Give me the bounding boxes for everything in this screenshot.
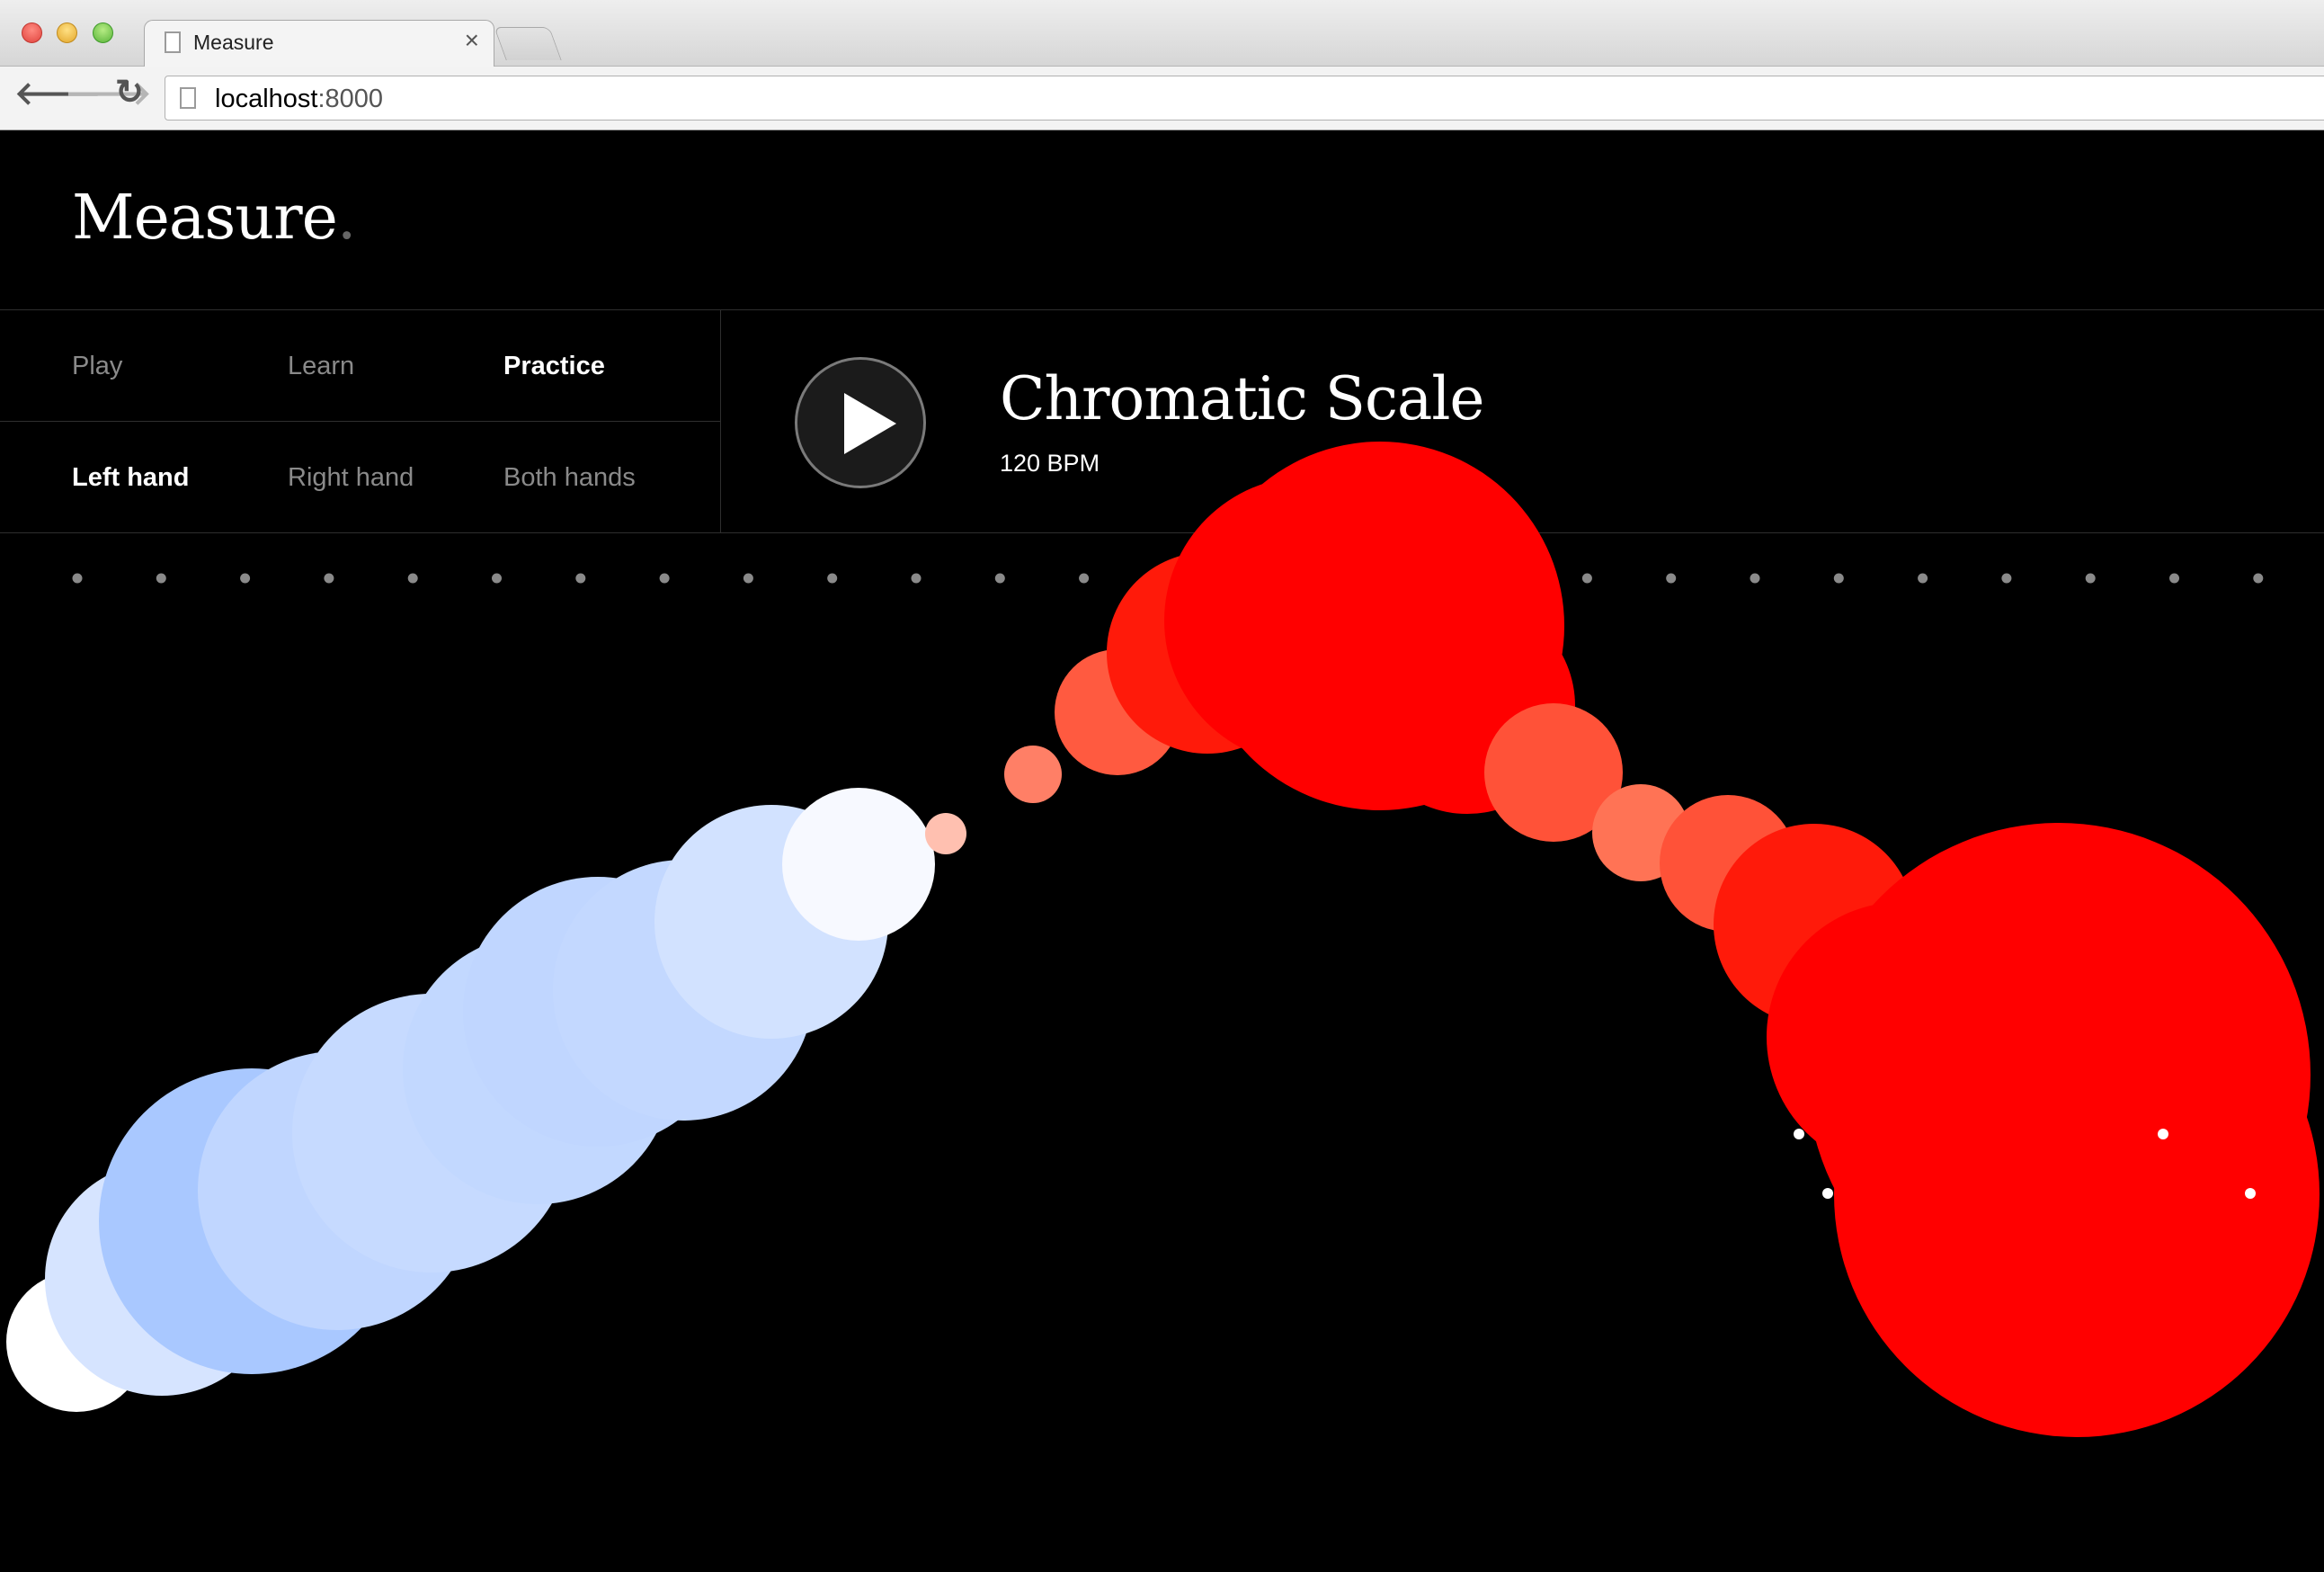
note-bubble — [782, 788, 935, 941]
window-close-icon[interactable] — [22, 22, 42, 43]
play-button[interactable] — [795, 357, 926, 488]
beat-marker — [1833, 573, 1844, 584]
reload-icon[interactable]: ↻ — [115, 74, 144, 112]
logo-text: Measure — [72, 183, 338, 254]
back-arrow-icon[interactable]: 🡐 — [14, 75, 102, 112]
beat-marker — [1079, 573, 1090, 584]
beat-marker — [1750, 573, 1760, 584]
beat-marker — [2253, 573, 2264, 584]
note-bubble — [1004, 746, 1062, 803]
tab-practice[interactable]: Practice — [503, 352, 605, 380]
tab-title: Measure — [193, 31, 274, 54]
beat-marker — [827, 573, 838, 584]
beat-marker — [1918, 573, 1928, 584]
beat-marker — [2001, 573, 2012, 584]
beat-marker — [575, 573, 586, 584]
tab-both-hands[interactable]: Both hands — [503, 463, 636, 492]
header-divider — [0, 309, 2324, 310]
beat-marker — [2169, 573, 2179, 584]
note-bubble — [1807, 823, 2311, 1326]
note-bubbles — [6, 442, 2320, 1437]
beat-marker — [1581, 573, 1592, 584]
beat-marker — [1666, 573, 1677, 584]
nav-divider — [0, 421, 720, 422]
title-bar: Measure × — [0, 0, 2324, 67]
url-text[interactable]: localhost:8000 — [215, 85, 383, 114]
url-port: :8000 — [317, 85, 384, 113]
measure-app: Measure. Play Learn Practice Left hand R… — [0, 130, 2324, 1572]
controls-divider — [0, 532, 2324, 533]
timing-visualization — [6, 442, 2320, 1437]
beat-marker — [2085, 573, 2096, 584]
beat-marker — [240, 573, 251, 584]
app-logo[interactable]: Measure. — [72, 183, 357, 254]
tab-play[interactable]: Play — [72, 352, 123, 380]
beat-marker — [72, 573, 83, 584]
url-host: localhost — [215, 85, 318, 113]
beat-marker — [994, 573, 1005, 584]
note-bubble — [1164, 477, 1452, 764]
hand-marker-dot — [1822, 1188, 1833, 1199]
browser-tab[interactable]: Measure × — [144, 20, 494, 67]
tab-left-hand[interactable]: Left hand — [72, 463, 190, 492]
new-tab-button[interactable] — [494, 27, 562, 60]
panel-divider — [720, 309, 721, 532]
tab-learn[interactable]: Learn — [288, 352, 355, 380]
beat-marker — [743, 573, 753, 584]
beat-marker — [156, 573, 166, 584]
window-minimize-icon[interactable] — [57, 22, 77, 43]
piece-title: Chromatic Scale — [1000, 364, 1484, 433]
hand-marker-dot — [2245, 1188, 2256, 1199]
page-icon — [180, 87, 196, 109]
note-bubble — [925, 813, 966, 854]
hand-marker-dot — [2158, 1129, 2168, 1139]
beat-marker — [407, 573, 418, 584]
hand-marker-dot — [1794, 1129, 1804, 1139]
play-icon — [844, 393, 896, 454]
forward-arrow-icon[interactable]: 🡒 — [65, 75, 152, 112]
address-bar[interactable]: localhost:8000 — [165, 76, 2324, 121]
hand-markers — [1794, 1129, 2256, 1199]
tab-right-hand[interactable]: Right hand — [288, 463, 414, 492]
beat-marker — [324, 573, 334, 584]
page-icon — [165, 31, 181, 53]
logo-dot: . — [336, 183, 357, 254]
beat-marker — [911, 573, 922, 584]
tempo-label: 120 BPM — [1000, 450, 1100, 477]
browser-toolbar: 🡐 🡒 ↻ localhost:8000 — [0, 67, 2324, 130]
note-bubble — [1484, 703, 1623, 842]
window-zoom-icon[interactable] — [93, 22, 113, 43]
beat-marker — [492, 573, 502, 584]
close-icon[interactable]: × — [464, 26, 479, 54]
beat-marker — [659, 573, 670, 584]
